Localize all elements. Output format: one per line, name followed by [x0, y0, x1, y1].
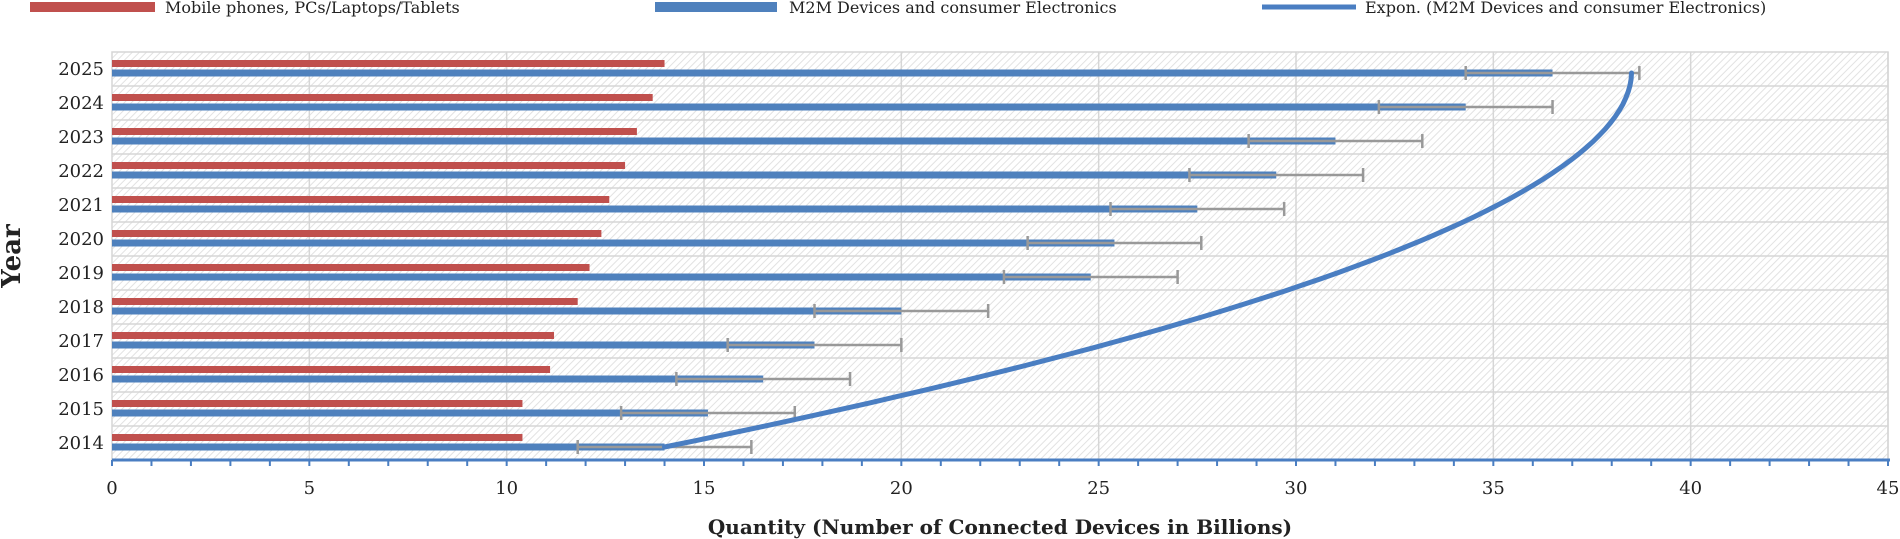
- x-tick-label-15: 15: [693, 478, 716, 499]
- bar-m2m-2023: [112, 137, 1336, 145]
- y-tick-label-2015: 2015: [58, 399, 104, 420]
- bar-mobile-2014: [112, 434, 523, 441]
- trendline-curve: [662, 70, 1634, 450]
- bar-m2m-2018: [112, 307, 902, 315]
- legend: Mobile phones, PCs/Laptops/Tablets M2M D…: [30, 0, 1766, 17]
- x-tick-label-10: 10: [495, 478, 518, 499]
- legend-swatch-mobile: [30, 2, 155, 12]
- bar-m2m-2017: [112, 341, 815, 349]
- y-tick-label-2018: 2018: [58, 297, 104, 318]
- y-tick-label-2023: 2023: [58, 127, 104, 148]
- bars: [112, 60, 1553, 451]
- legend-label-m2m: M2M Devices and consumer Electronics: [789, 0, 1117, 17]
- y-tick-label-2022: 2022: [58, 161, 104, 182]
- bar-m2m-2019: [112, 273, 1091, 281]
- bar-mobile-2016: [112, 366, 551, 373]
- x-tick-label-30: 30: [1285, 478, 1308, 499]
- legend-swatch-m2m: [655, 2, 777, 12]
- error-bars: [576, 66, 1641, 454]
- x-axis: 0 5 10 15 20 25 30 35 40 45: [106, 458, 1900, 499]
- x-tick-label-20: 20: [890, 478, 913, 499]
- bar-mobile-2017: [112, 332, 555, 339]
- x-tick-label-35: 35: [1482, 478, 1505, 499]
- bar-mobile-2019: [112, 264, 590, 271]
- bar-mobile-2020: [112, 230, 602, 237]
- bar-m2m-2015: [112, 409, 708, 417]
- bar-mobile-2024: [112, 94, 653, 101]
- y-tick-label-2025: 2025: [58, 59, 104, 80]
- bar-mobile-2018: [112, 298, 578, 305]
- legend-label-trend: Expon. (M2M Devices and consumer Electro…: [1365, 0, 1766, 17]
- bar-mobile-2022: [112, 162, 626, 169]
- bar-m2m-2014: [112, 443, 665, 451]
- trendline: [662, 70, 1634, 450]
- bar-m2m-2024: [112, 103, 1466, 111]
- bar-m2m-2022: [112, 171, 1277, 179]
- bar-mobile-2021: [112, 196, 610, 203]
- y-tick-label-2020: 2020: [58, 229, 104, 250]
- y-axis-title: Year: [0, 224, 27, 289]
- bar-m2m-2020: [112, 239, 1115, 247]
- x-axis-title: Quantity (Number of Connected Devices in…: [708, 515, 1292, 539]
- bar-m2m-2016: [112, 375, 764, 383]
- y-tick-label-2017: 2017: [58, 331, 104, 352]
- legend-label-mobile: Mobile phones, PCs/Laptops/Tablets: [165, 0, 460, 17]
- x-tick-label-5: 5: [304, 478, 315, 499]
- bar-m2m-2021: [112, 205, 1198, 213]
- y-tick-label-2021: 2021: [58, 195, 104, 216]
- x-tick-label-25: 25: [1087, 478, 1110, 499]
- y-tick-label-2024: 2024: [58, 93, 104, 114]
- y-axis: 2014 2015 2016 2017 2018 2019 2020 2021 2022 2023…: [58, 59, 104, 454]
- y-tick-label-2016: 2016: [58, 365, 104, 386]
- bar-mobile-2025: [112, 60, 665, 67]
- plot-area: 0 5 10 15 20 25 30 35 40 45 201420152016201720182…: [58, 51, 1900, 499]
- bar-mobile-2015: [112, 400, 523, 407]
- x-tick-label-40: 40: [1679, 478, 1702, 499]
- bar-mobile-2023: [112, 128, 637, 135]
- y-tick-label-2019: 2019: [58, 263, 104, 284]
- x-tick-label-45: 45: [1877, 478, 1900, 499]
- bar-m2m-2025: [112, 69, 1553, 77]
- y-tick-label-2014: 2014: [58, 433, 104, 454]
- x-tick-label-0: 0: [106, 478, 117, 499]
- gridlines: [112, 52, 1889, 460]
